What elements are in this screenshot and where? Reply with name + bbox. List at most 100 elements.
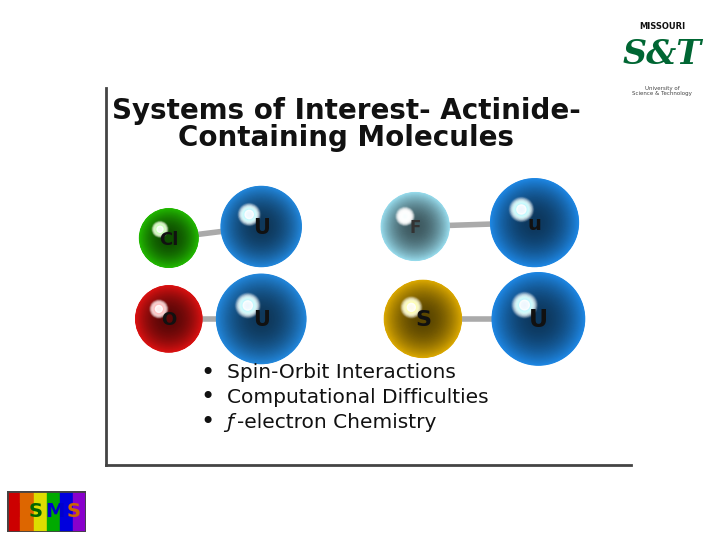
Circle shape <box>400 296 445 341</box>
Circle shape <box>219 276 304 361</box>
Circle shape <box>142 292 196 346</box>
Circle shape <box>152 221 186 255</box>
Circle shape <box>498 186 572 260</box>
Text: Computational Difficulties: Computational Difficulties <box>227 388 488 407</box>
Bar <box>47 491 60 532</box>
Circle shape <box>228 193 294 260</box>
Circle shape <box>521 209 522 210</box>
Circle shape <box>494 274 583 363</box>
Circle shape <box>397 294 449 344</box>
Circle shape <box>158 308 159 309</box>
Circle shape <box>395 291 451 347</box>
Circle shape <box>386 198 444 255</box>
Circle shape <box>232 197 291 256</box>
Circle shape <box>498 279 579 359</box>
Circle shape <box>397 293 449 345</box>
Circle shape <box>403 214 407 218</box>
Circle shape <box>400 295 446 342</box>
Circle shape <box>240 298 255 313</box>
Circle shape <box>153 221 185 254</box>
Circle shape <box>521 302 555 336</box>
Circle shape <box>138 289 199 349</box>
Circle shape <box>402 298 444 340</box>
Circle shape <box>246 212 252 218</box>
Circle shape <box>145 214 192 262</box>
Circle shape <box>142 211 196 265</box>
Circle shape <box>386 197 444 256</box>
Circle shape <box>519 207 523 212</box>
Circle shape <box>397 293 449 345</box>
Circle shape <box>392 288 454 350</box>
Circle shape <box>230 195 292 258</box>
Circle shape <box>385 197 445 256</box>
Circle shape <box>147 296 191 341</box>
Circle shape <box>383 194 447 259</box>
Circle shape <box>404 300 442 338</box>
Circle shape <box>243 300 253 311</box>
Circle shape <box>252 218 270 235</box>
Circle shape <box>495 184 574 262</box>
Circle shape <box>501 282 576 356</box>
Circle shape <box>390 202 440 251</box>
Circle shape <box>142 292 196 346</box>
Circle shape <box>157 307 161 311</box>
Circle shape <box>238 296 284 342</box>
Circle shape <box>141 291 197 347</box>
Circle shape <box>396 207 434 246</box>
Circle shape <box>504 285 572 353</box>
Circle shape <box>157 226 163 232</box>
Circle shape <box>502 282 575 356</box>
Circle shape <box>158 227 180 249</box>
Circle shape <box>155 224 166 234</box>
Circle shape <box>156 225 182 252</box>
Circle shape <box>226 284 296 354</box>
Circle shape <box>251 309 271 329</box>
Circle shape <box>512 200 557 245</box>
Circle shape <box>158 227 162 231</box>
Circle shape <box>150 300 168 318</box>
Circle shape <box>158 227 179 249</box>
Circle shape <box>256 313 267 325</box>
Circle shape <box>514 202 555 243</box>
Circle shape <box>405 301 441 337</box>
Circle shape <box>222 187 300 266</box>
Circle shape <box>384 195 446 258</box>
Circle shape <box>157 307 181 331</box>
Circle shape <box>495 183 575 262</box>
Circle shape <box>158 227 163 232</box>
Circle shape <box>526 307 550 331</box>
Circle shape <box>392 288 454 349</box>
Circle shape <box>408 303 438 335</box>
Circle shape <box>514 294 563 343</box>
Text: F: F <box>410 219 421 237</box>
Circle shape <box>223 281 299 357</box>
Circle shape <box>505 193 564 252</box>
Circle shape <box>148 299 189 340</box>
Circle shape <box>233 199 289 254</box>
Text: University of
Science & Technology: University of Science & Technology <box>632 85 693 96</box>
Circle shape <box>393 289 453 349</box>
Circle shape <box>495 183 575 263</box>
Circle shape <box>222 280 300 357</box>
Circle shape <box>400 211 431 242</box>
Circle shape <box>399 210 411 222</box>
Circle shape <box>500 281 577 357</box>
Circle shape <box>161 310 177 327</box>
Circle shape <box>492 180 577 265</box>
Circle shape <box>517 298 532 313</box>
Circle shape <box>520 208 523 211</box>
Circle shape <box>523 211 546 234</box>
Circle shape <box>412 308 434 330</box>
Circle shape <box>400 296 446 342</box>
Circle shape <box>153 303 165 315</box>
Circle shape <box>138 288 199 350</box>
Circle shape <box>408 303 415 312</box>
Circle shape <box>138 287 200 350</box>
Circle shape <box>410 306 436 332</box>
Circle shape <box>511 199 532 220</box>
Circle shape <box>155 305 163 313</box>
Circle shape <box>153 223 184 253</box>
Circle shape <box>404 215 406 218</box>
Circle shape <box>494 275 582 363</box>
Circle shape <box>391 287 455 350</box>
